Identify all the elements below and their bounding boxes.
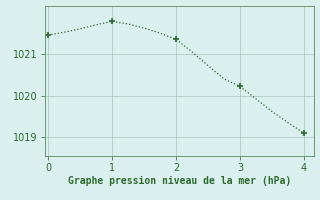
X-axis label: Graphe pression niveau de la mer (hPa): Graphe pression niveau de la mer (hPa): [68, 176, 291, 186]
